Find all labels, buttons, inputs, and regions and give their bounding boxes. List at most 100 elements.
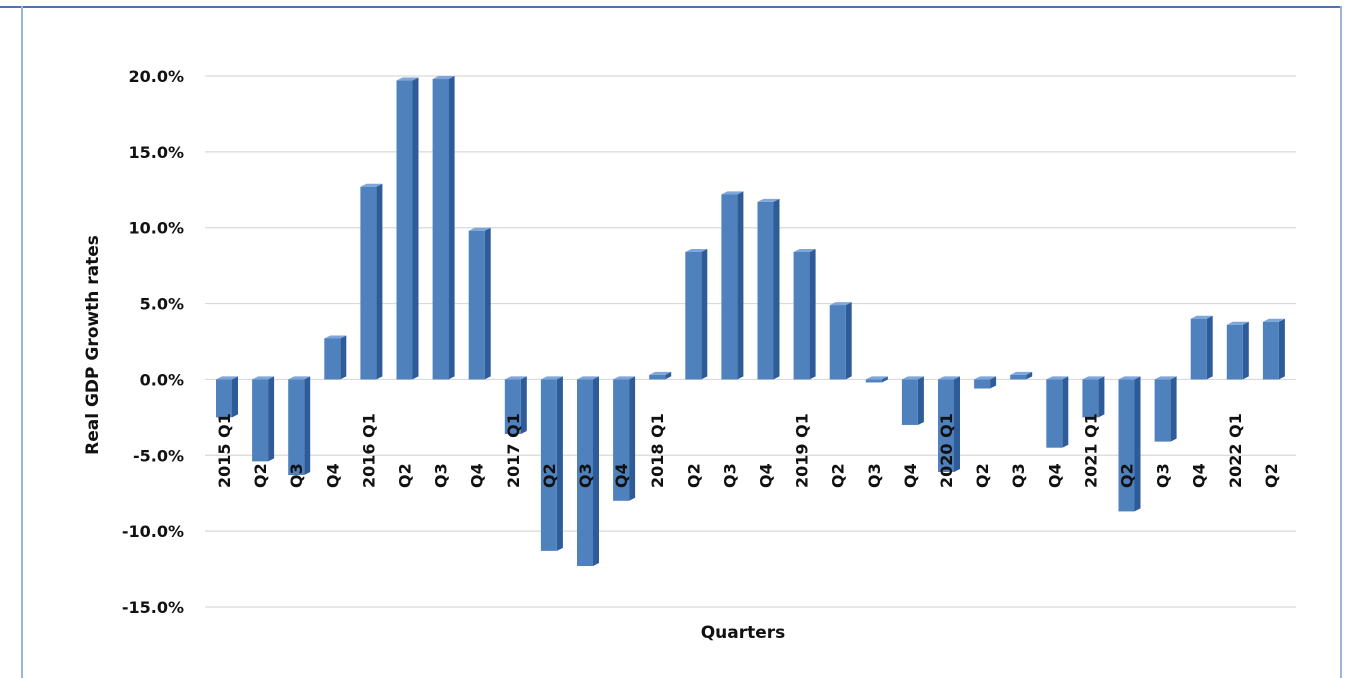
bar-side — [954, 376, 960, 472]
bar — [540, 376, 563, 551]
bar-front — [288, 379, 305, 476]
bar — [1226, 321, 1249, 380]
bar-top — [938, 376, 960, 380]
bar-side — [1098, 376, 1105, 418]
bar-top — [974, 376, 997, 380]
bar-top — [216, 376, 238, 380]
bar-front — [216, 379, 232, 418]
bar — [757, 198, 780, 380]
bar-front — [1190, 318, 1207, 380]
gridlines — [205, 75, 1296, 608]
x-axis-title: Quarters — [701, 623, 786, 643]
bar-top — [504, 376, 527, 380]
bar-front — [613, 379, 630, 501]
bar-top — [793, 248, 816, 252]
y-tick-label: 0.0% — [140, 370, 184, 389]
y-tick-label: -10.0% — [122, 522, 184, 541]
bar-side — [1278, 318, 1285, 380]
bar — [829, 302, 852, 380]
x-tick-label: Q4 — [1045, 463, 1064, 488]
bar — [1190, 315, 1213, 380]
bar-front — [324, 338, 341, 380]
bar-top — [757, 198, 780, 202]
bar-top — [1190, 315, 1213, 319]
bar — [468, 227, 491, 380]
x-tick-label: 2018 Q1 — [648, 413, 667, 488]
bar — [577, 376, 599, 567]
bar-side — [629, 376, 636, 501]
bar-side — [232, 376, 238, 418]
bar-front — [757, 201, 774, 380]
bar — [793, 248, 816, 380]
x-tick-label: Q4 — [323, 463, 342, 488]
bar-side — [340, 335, 347, 380]
bar — [216, 376, 238, 418]
bar-front — [829, 305, 846, 380]
bar-side — [376, 183, 383, 380]
x-tick-label: Q3 — [720, 463, 739, 488]
bar-front — [1046, 379, 1063, 448]
bar — [649, 371, 672, 380]
bar-front — [865, 379, 882, 383]
x-tick-label: Q3 — [287, 463, 306, 488]
y-axis-tick-labels: 20.0% 15.0% 10.0% 5.0% 0.0% -5.0% -10.0% -15.0% — [122, 67, 184, 617]
bar-front — [360, 186, 377, 380]
bar — [938, 376, 960, 472]
bar-front — [1154, 379, 1171, 442]
x-tick-label: Q4 — [757, 463, 776, 488]
x-tick-label: Q4 — [901, 463, 920, 488]
x-tick-label: 2015 Q1 — [215, 413, 234, 488]
bar-side — [1134, 376, 1141, 512]
bar-side — [665, 371, 672, 380]
bar-top — [1046, 376, 1069, 380]
bar-top — [613, 376, 636, 380]
bar — [685, 248, 708, 380]
bar-front — [685, 251, 702, 380]
x-tick-label: Q3 — [1154, 463, 1173, 488]
bar-front — [468, 230, 485, 380]
bar — [324, 335, 347, 380]
x-tick-label: Q4 — [612, 463, 631, 488]
bar-front — [974, 379, 991, 389]
bar-top — [1226, 321, 1249, 325]
x-tick-label: 2016 Q1 — [359, 413, 378, 488]
bar-side — [1170, 376, 1177, 442]
bar-top — [1082, 376, 1105, 380]
bar-side — [1206, 315, 1213, 380]
bar — [360, 183, 383, 380]
y-tick-label: 20.0% — [128, 67, 184, 86]
bar-side — [593, 376, 599, 567]
y-tick-label: 10.0% — [128, 219, 184, 238]
bar-top — [360, 183, 383, 187]
bar-front — [938, 379, 954, 472]
bar-front — [721, 194, 738, 380]
bar-front — [432, 79, 449, 380]
bar — [974, 376, 997, 389]
bar-side — [520, 376, 527, 435]
bar-top — [288, 376, 311, 380]
x-axis-tick-labels: 2015 Q1 Q2 Q3 Q4 2016 Q1 Q2 Q3 Q4 2017 Q1 Q2 Q3 Q4 2… — [215, 413, 1281, 488]
bar-top — [901, 376, 924, 380]
bar-top — [1154, 376, 1177, 380]
y-tick-label: 15.0% — [128, 143, 184, 162]
x-tick-label: 2021 Q1 — [1081, 413, 1100, 488]
bar-side — [773, 198, 780, 380]
frame-left-border — [21, 6, 23, 678]
bar — [1262, 318, 1285, 380]
bar-front — [396, 80, 413, 380]
x-tick-label: Q2 — [829, 463, 848, 488]
bar-side — [917, 376, 924, 425]
y-tick-label: -15.0% — [122, 598, 184, 617]
bar-front — [1082, 379, 1099, 418]
bar — [288, 376, 311, 476]
bar-front — [577, 379, 593, 567]
bar — [721, 191, 744, 380]
bar-top — [540, 376, 563, 380]
bar-front — [901, 379, 918, 425]
bar-front — [1226, 324, 1243, 380]
bar-side — [1242, 321, 1249, 380]
frame-right-border — [1340, 6, 1342, 678]
x-tick-label: Q3 — [432, 463, 451, 488]
bar — [1046, 376, 1069, 448]
